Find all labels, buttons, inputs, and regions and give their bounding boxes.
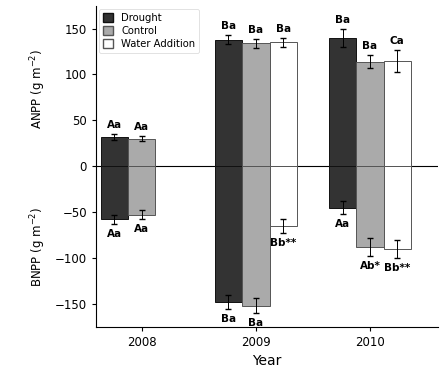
Bar [384, 166, 411, 249]
Bar [270, 42, 297, 166]
Bar [215, 40, 242, 166]
Text: Aa: Aa [335, 218, 350, 229]
Legend: Drought, Control, Water Addition: Drought, Control, Water Addition [99, 9, 199, 53]
Text: Ba: Ba [221, 21, 236, 31]
Bar [270, 166, 297, 226]
Text: Ba: Ba [362, 42, 377, 52]
Bar [128, 139, 155, 166]
Bar [384, 61, 411, 166]
Text: ANPP (g m$^{-2}$): ANPP (g m$^{-2}$) [28, 49, 48, 129]
Text: Ba: Ba [248, 318, 263, 328]
Text: BNPP (g m$^{-2}$): BNPP (g m$^{-2}$) [28, 206, 48, 286]
Bar [242, 166, 270, 306]
Bar [356, 166, 384, 247]
Bar [128, 166, 155, 215]
X-axis label: Year: Year [253, 355, 282, 368]
Text: Aa: Aa [107, 229, 122, 239]
Bar [215, 166, 242, 302]
Text: Bb**: Bb** [384, 263, 411, 273]
Bar [101, 137, 128, 166]
Text: Bb**: Bb** [270, 238, 296, 248]
Text: Aa: Aa [134, 224, 149, 234]
Text: Ba: Ba [335, 15, 350, 25]
Text: Ba: Ba [276, 24, 291, 34]
Text: Ca: Ca [390, 36, 405, 46]
Bar [329, 166, 356, 208]
Text: Aa: Aa [107, 120, 122, 131]
Text: Ab*: Ab* [360, 261, 381, 271]
Text: Ba: Ba [221, 314, 236, 324]
Bar [242, 43, 270, 166]
Bar [329, 38, 356, 166]
Text: Aa: Aa [134, 122, 149, 132]
Bar [356, 62, 384, 166]
Bar [101, 166, 128, 220]
Text: Ba: Ba [248, 25, 263, 35]
